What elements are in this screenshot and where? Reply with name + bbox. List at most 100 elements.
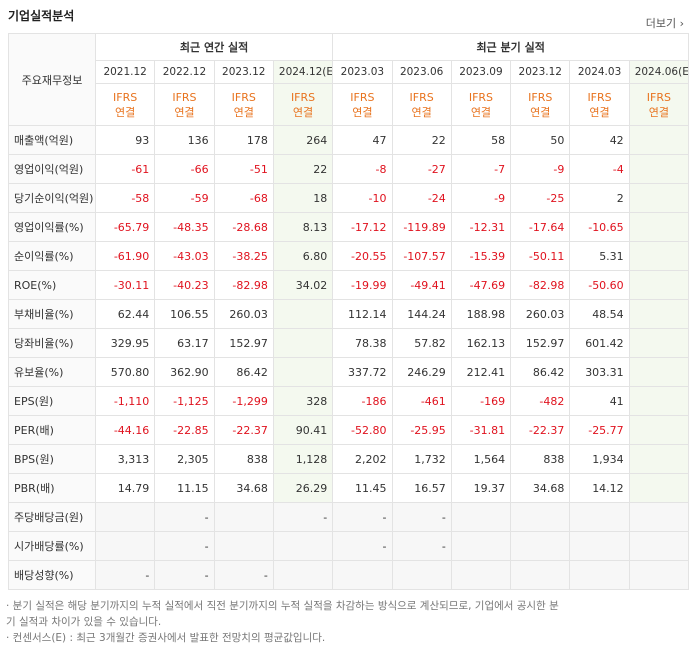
data-row: BPS(원) 3,313 2,305 838 1,128 2,202 1,732 1,564 8… [8, 444, 690, 474]
cell-value: 329.95 [94, 328, 156, 358]
row-label: PBR(배) [8, 473, 96, 503]
cell-value: 188.98 [450, 299, 512, 329]
data-row: ROE(%) -30.11 -40.23 -82.98 34.02 -19.99 -49.4… [8, 270, 690, 300]
row-label: 당좌비율(%) [8, 328, 96, 358]
empty-cell [272, 560, 334, 590]
cell-value: -22.37 [213, 415, 274, 445]
empty-cell [450, 502, 512, 532]
empty-cell [628, 473, 690, 503]
row-label: 영업이익률(%) [8, 212, 96, 242]
cell-value: -38.25 [213, 241, 274, 271]
cell-value: -25.95 [391, 415, 452, 445]
data-row: EPS(원) -1,110 -1,125 -1,299 328 -186 -461 -169-… [8, 386, 690, 416]
cell-value: -48.35 [154, 212, 215, 242]
basis-scope: 연결 [648, 105, 669, 119]
period-row: 2021.12 2022.12 2023.12 2024.12(E) 2023.03 20… [9, 60, 690, 84]
period: 2023.12 [213, 60, 274, 84]
empty-cell [450, 560, 512, 590]
row-label: PER(배) [8, 415, 96, 445]
cell-value: 34.68 [510, 473, 571, 503]
basis: IFRS 연결 [154, 83, 215, 126]
cell-value: 93 [94, 125, 156, 155]
cell-value: 19.37 [450, 473, 512, 503]
cell-value: -22.85 [154, 415, 215, 445]
basis: IFRS 연결 [332, 83, 393, 126]
financial-table: 주요재무정보 최근 연간 실적 최근 분기 실적 2021.12 2022.12 2023… [8, 33, 690, 590]
cell-value: 328 [272, 386, 334, 416]
data-row: 당좌비율(%) 329.95 63.17 152.97 78.38 57.82 162.13… [8, 328, 690, 358]
group-header: 최근 분기 실적 [332, 33, 690, 61]
cell-value: -17.64 [510, 212, 571, 242]
cell-value: 106.55 [154, 299, 215, 329]
more-text[interactable]: 더보기 [645, 17, 677, 30]
cell-value: -30.11 [94, 270, 156, 300]
empty-cell [628, 328, 690, 358]
cell-value: 260.03 [510, 299, 571, 329]
basis-scope: 연결 [411, 105, 432, 119]
cell-value: 5.31 [569, 241, 630, 271]
cell-value: 11.15 [154, 473, 215, 503]
row-label: 당기순이익(억원) [8, 183, 96, 213]
empty-cell [332, 560, 393, 590]
cell-value: -49.41 [391, 270, 452, 300]
basis: IFRS 연결 [391, 83, 452, 126]
cell-value: -68 [213, 183, 274, 213]
cell-value: -61.90 [94, 241, 156, 271]
period: 2024.12(E) [272, 60, 334, 84]
empty-cell [272, 299, 334, 329]
cell-value: 246.29 [391, 357, 452, 387]
basis-scope: 연결 [233, 105, 254, 119]
data-row: 유보율(%) 570.80 362.90 86.42 337.72 246.29 212.4… [8, 357, 690, 387]
cell-value: -461 [391, 386, 452, 416]
cell-value: -82.98 [510, 270, 571, 300]
cell-value: -50.11 [510, 241, 571, 271]
cell-value: 260.03 [213, 299, 274, 329]
basis: IFRS 연결 [94, 83, 156, 126]
cell-value: 50 [510, 125, 571, 155]
basis-standard: IFRS [528, 90, 553, 104]
cell-value: -1,110 [94, 386, 156, 416]
basis-scope: 연결 [292, 105, 314, 119]
cell-value: -4 [569, 154, 630, 184]
cell-value: 264 [272, 125, 334, 155]
period: 2023.06 [391, 60, 452, 84]
basis-standard: IFRS [350, 90, 375, 104]
empty-cell [628, 154, 690, 184]
cell-value: 152.97 [213, 328, 274, 358]
empty-cell [628, 502, 690, 532]
cell-value: -9 [450, 183, 512, 213]
empty-cell [510, 560, 571, 590]
row-label: 유보율(%) [8, 357, 96, 387]
cell-value: -24 [391, 183, 452, 213]
cell-value: -1,125 [154, 386, 215, 416]
basis: IFRS 연결 [510, 83, 571, 126]
cell-value: -119.89 [391, 212, 452, 242]
empty-cell [510, 531, 571, 561]
cell-value: 1,934 [569, 444, 630, 474]
data-row: 시가배당률(%) - - - [8, 531, 690, 561]
cell-value: 90.41 [272, 415, 334, 445]
empty-cell [628, 183, 690, 213]
empty-cell [94, 502, 156, 532]
cell-value: 57.82 [391, 328, 452, 358]
cell-value: 34.68 [213, 473, 274, 503]
more-link[interactable]: 더보기 › [645, 17, 684, 30]
basis-scope: 연결 [530, 105, 551, 119]
cell-value: - [94, 560, 156, 590]
cell-value: 178 [213, 125, 274, 155]
empty-cell [510, 502, 571, 532]
empty-cell [628, 299, 690, 329]
basis-scope: 연결 [589, 105, 610, 119]
empty-cell [628, 241, 690, 271]
basis-standard: IFRS [113, 90, 138, 104]
cell-value: 58 [450, 125, 512, 155]
cell-value: - [213, 560, 274, 590]
empty-cell [391, 560, 452, 590]
period: 2024.06(E) [628, 60, 690, 84]
cell-value: 11.45 [332, 473, 393, 503]
row-label: 배당성향(%) [8, 560, 96, 590]
basis-standard: IFRS [468, 90, 494, 104]
cell-value: -7 [450, 154, 512, 184]
basis: IFRS 연결 [272, 83, 334, 126]
cell-value: 144.24 [391, 299, 452, 329]
